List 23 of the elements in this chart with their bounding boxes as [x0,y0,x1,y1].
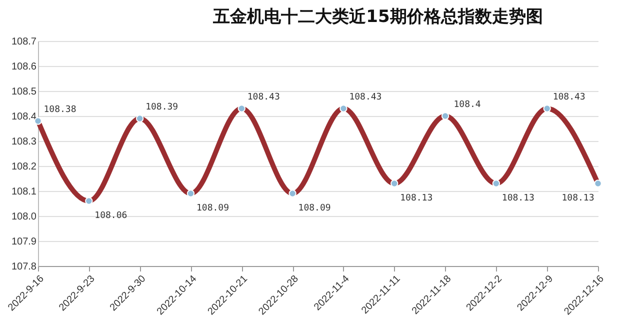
y-tick-label: 108.5 [11,86,37,98]
y-tick-label: 108.7 [11,36,37,48]
text: 108.13 [400,194,433,204]
y-tick-label: 108.4 [11,112,37,122]
chart-title: 五金机电十二大类近15期价格总指数走势图 [212,7,543,27]
y-tick-label: 107.8 [11,262,37,272]
text: 108.4 [454,100,481,110]
y-tick-label: 108.6 [11,62,37,72]
text: 108.13 [562,194,594,204]
y-tick-label: 108.3 [11,136,37,148]
y-tick-label: 108.2 [11,162,37,172]
text: 108.43 [247,92,280,102]
text: 108.43 [552,92,586,102]
text: 108.06 [94,211,128,221]
y-tick-label: 108.0 [11,212,37,222]
text: 108.13 [502,194,534,204]
text: 108.09 [196,204,229,214]
y-tick-label: 108.1 [11,186,37,198]
text: 108.09 [298,204,331,214]
text: 108.43 [349,92,382,102]
text: 108.39 [146,102,178,112]
text: 108.38 [44,105,76,115]
y-tick-label: 107.9 [11,236,37,248]
